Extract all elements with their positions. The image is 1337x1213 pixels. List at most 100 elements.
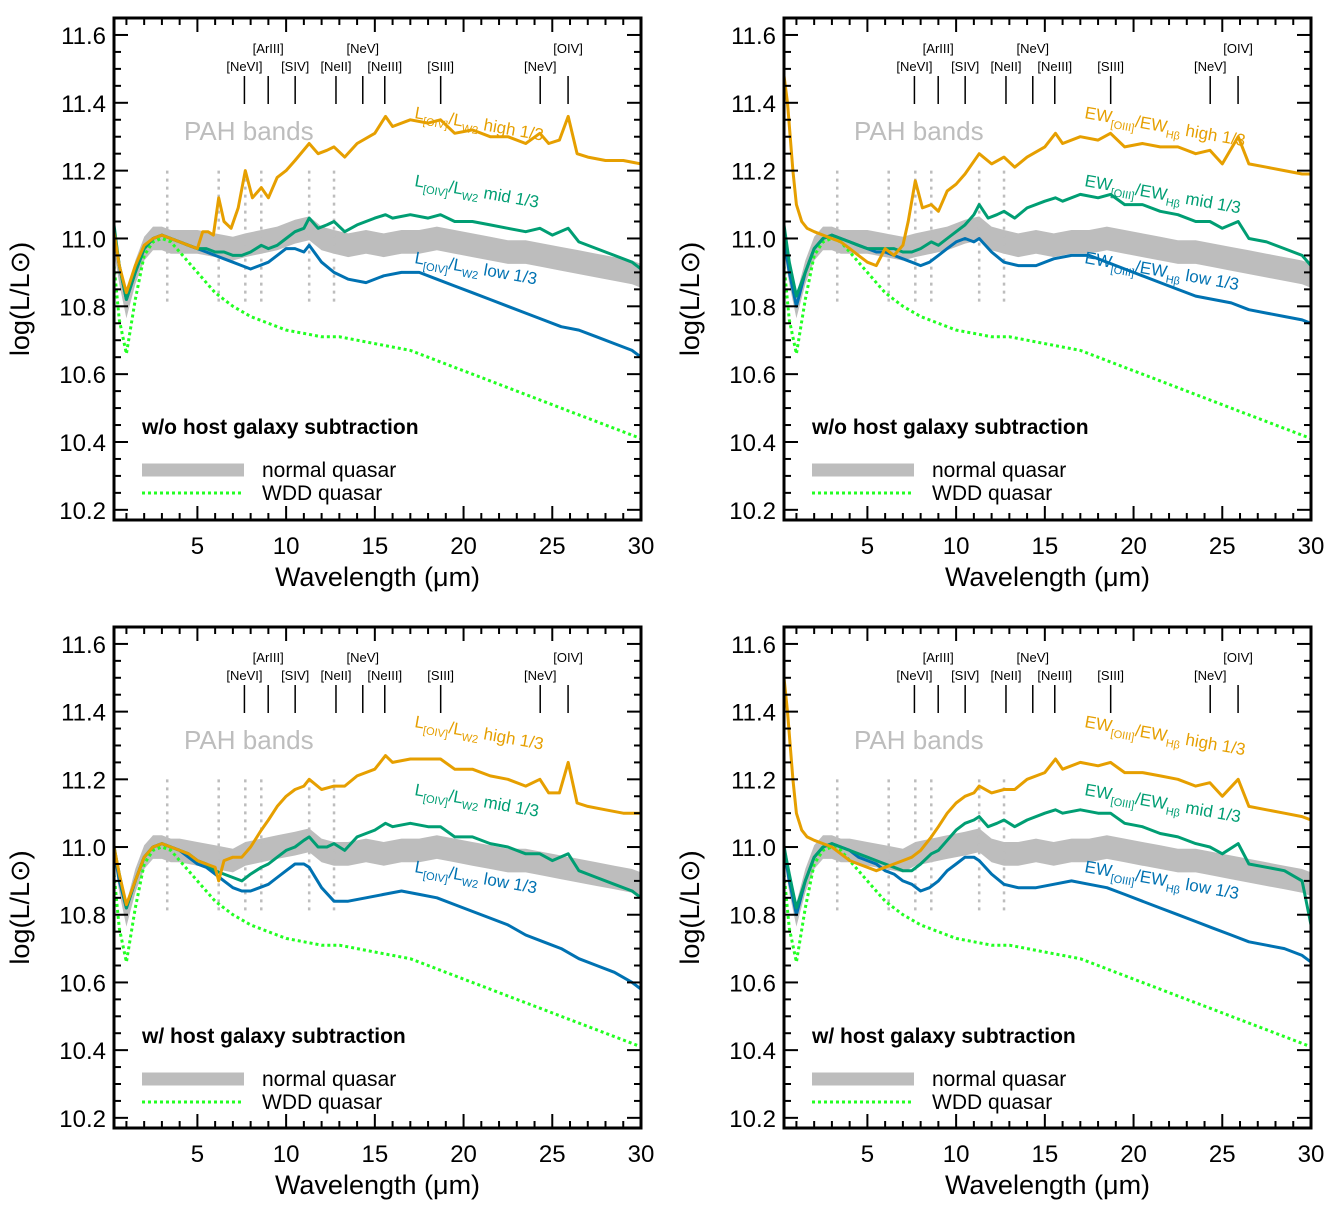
y-axis-title: log(L/L⊙): [5, 242, 35, 356]
x-tick-label: 25: [1209, 533, 1236, 560]
emission-line-label: [NeVI]: [226, 668, 262, 683]
legend-wdd-label: WDD quasar: [262, 482, 382, 505]
x-tick-label: 20: [450, 533, 477, 560]
y-tick-label: 10.2: [59, 1106, 106, 1133]
series-high-line: [784, 75, 1311, 268]
y-tick-label: 10.6: [729, 970, 776, 997]
emission-line-label: [SIII]: [427, 59, 454, 74]
emission-line-label: [NeV]: [1194, 668, 1227, 683]
emission-line-label: [NeII]: [320, 59, 351, 74]
emission-line-label: [NeII]: [320, 668, 351, 683]
emission-line-label: [ArIII]: [923, 650, 954, 665]
x-tick-label: 10: [273, 533, 300, 560]
y-tick-label: 10.4: [59, 1038, 106, 1065]
panel-1: 5 10 15 20 25 30 10.2 10.4 10.6 10.8 11.0 11.2 11.4 1…: [5, 16, 655, 592]
plot-area: [784, 75, 1311, 441]
emission-line-label: [SIII]: [1097, 59, 1124, 74]
emission-line-label: [SIV]: [281, 668, 309, 683]
series-mid-line: [784, 808, 1311, 926]
legend-wdd-label: WDD quasar: [262, 1091, 382, 1114]
x-tick-label: 25: [539, 533, 566, 560]
emission-line-label: [SIII]: [427, 668, 454, 683]
panel-3: 5 10 15 20 25 30 10.2 10.4 10.6 10.8 11.0 11.2 11.4 1…: [5, 625, 655, 1200]
x-tick-label: 30: [628, 533, 655, 560]
y-tick-label: 10.8: [59, 294, 106, 321]
x-tick-label: 20: [450, 1141, 477, 1168]
y-tick-label: 11.6: [731, 23, 776, 50]
plot-frame: [782, 16, 1313, 522]
plot-frame: [782, 625, 1313, 1130]
series-mid-line: [784, 192, 1311, 298]
emission-line-label: [NeVI]: [896, 668, 932, 683]
emission-line-label: [NeV]: [524, 668, 557, 683]
y-tick-label: 11.2: [731, 159, 776, 186]
emission-line-label: [NeVI]: [896, 59, 932, 74]
emission-line-label: [SIV]: [951, 59, 979, 74]
series-high-line: [114, 114, 641, 295]
plot-area: [114, 754, 641, 1049]
y-tick-label: 11.0: [61, 835, 106, 862]
y-tick-label: 11.4: [61, 700, 106, 727]
y-tick-label: 11.2: [61, 159, 106, 186]
condition-label: w/ host galaxy subtraction: [141, 1025, 406, 1048]
x-tick-label: 5: [191, 533, 204, 560]
y-axis-title: log(L/L⊙): [5, 850, 35, 964]
legend-normal-label: normal quasar: [932, 1068, 1066, 1091]
y-tick-label: 10.4: [59, 430, 106, 457]
emission-line-label: [NeV]: [1017, 41, 1050, 56]
x-tick-label: 5: [191, 1141, 204, 1168]
x-tick-label: 30: [628, 1141, 655, 1168]
emission-line-label: [NeII]: [990, 668, 1021, 683]
legend-wdd-label: WDD quasar: [932, 1091, 1052, 1114]
emission-line-label: [ArIII]: [253, 41, 284, 56]
legend-normal-label: normal quasar: [932, 459, 1066, 482]
emission-line-label: [NeIII]: [1037, 59, 1072, 74]
y-tick-label: 10.8: [729, 294, 776, 321]
legend-wdd-label: WDD quasar: [932, 482, 1052, 505]
x-tick-label: 15: [1031, 533, 1058, 560]
emission-line-label: [SIII]: [1097, 668, 1124, 683]
x-tick-label: 10: [943, 533, 970, 560]
y-tick-label: 11.4: [731, 700, 776, 727]
y-tick-label: 10.6: [59, 362, 106, 389]
x-axis-title: Wavelength (μm): [275, 1170, 480, 1200]
x-tick-label: 25: [1209, 1141, 1236, 1168]
x-tick-label: 15: [361, 533, 388, 560]
legend-normal-label: normal quasar: [262, 459, 396, 482]
x-tick-label: 10: [273, 1141, 300, 1168]
emission-line-label: [OIV]: [1223, 41, 1253, 56]
x-tick-label: 5: [861, 533, 874, 560]
panel-2: 5 10 15 20 25 30 10.2 10.4 10.6 10.8 11.0 11.2 11.4 1…: [675, 16, 1324, 592]
emission-line-label: [NeV]: [524, 59, 557, 74]
emission-line-label: [NeV]: [1017, 650, 1050, 665]
emission-line-label: [NeV]: [347, 41, 380, 56]
x-axis-title: Wavelength (μm): [945, 1170, 1150, 1200]
x-axis-title: Wavelength (μm): [945, 562, 1150, 592]
emission-line-label: [NeVI]: [226, 59, 262, 74]
condition-label: w/ host galaxy subtraction: [811, 1025, 1076, 1048]
x-tick-label: 5: [861, 1141, 874, 1168]
pah-bands-label: PAH bands: [854, 725, 984, 755]
emission-line-label: [SIV]: [951, 668, 979, 683]
y-tick-label: 11.0: [61, 226, 106, 253]
y-tick-label: 11.2: [61, 767, 106, 794]
y-tick-label: 11.2: [731, 767, 776, 794]
emission-line-label: [NeIII]: [367, 59, 402, 74]
series-high-line: [784, 677, 1311, 873]
x-axis-title: Wavelength (μm): [275, 562, 480, 592]
y-tick-label: 10.6: [59, 970, 106, 997]
condition-label: w/o host galaxy subtraction: [141, 416, 419, 439]
x-tick-label: 15: [361, 1141, 388, 1168]
plot-area: [784, 677, 1311, 1049]
emission-line-label: [SIV]: [281, 59, 309, 74]
emission-line-label: [OIV]: [1223, 650, 1253, 665]
y-tick-label: 10.8: [729, 903, 776, 930]
y-tick-label: 11.4: [61, 91, 106, 118]
emission-line-label: [NeIII]: [1037, 668, 1072, 683]
y-tick-label: 11.6: [731, 632, 776, 659]
x-tick-label: 10: [943, 1141, 970, 1168]
emission-line-label: [NeV]: [1194, 59, 1227, 74]
plot-area: [114, 114, 641, 441]
